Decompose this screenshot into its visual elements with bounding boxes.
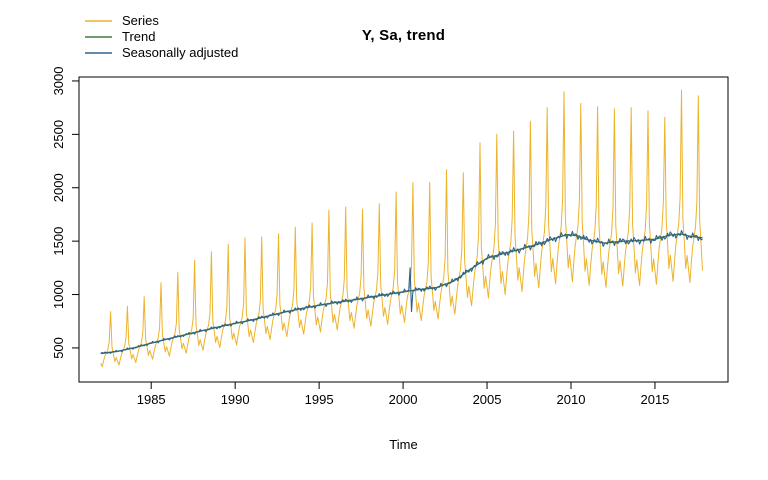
svg-text:2500: 2500 <box>51 120 66 149</box>
svg-text:1000: 1000 <box>51 280 66 309</box>
legend-line-swatches <box>85 20 112 54</box>
svg-text:2010: 2010 <box>557 392 586 407</box>
y-axis-ticks: 500 1000 1500 2000 2500 3000 <box>51 66 79 359</box>
legend-label-series: Series <box>122 13 159 28</box>
svg-text:1500: 1500 <box>51 227 66 256</box>
svg-text:2005: 2005 <box>473 392 502 407</box>
svg-text:1990: 1990 <box>221 392 250 407</box>
seasonally-adjusted-line <box>100 229 703 354</box>
legend-label-trend: Trend <box>122 29 156 44</box>
data-lines <box>100 89 703 368</box>
svg-text:3000: 3000 <box>51 66 66 95</box>
svg-text:2015: 2015 <box>640 392 669 407</box>
svg-text:2000: 2000 <box>51 173 66 202</box>
x-axis-title: Time <box>389 437 418 452</box>
svg-text:500: 500 <box>51 337 66 359</box>
chart-title: Y, Sa, trend <box>361 27 446 44</box>
svg-text:1985: 1985 <box>137 392 166 407</box>
svg-text:1995: 1995 <box>305 392 334 407</box>
trend-line <box>100 233 703 355</box>
series-line <box>100 89 703 368</box>
x-axis-ticks: 1985 1990 1995 2000 2005 2010 2015 <box>137 382 669 407</box>
svg-text:2000: 2000 <box>389 392 418 407</box>
legend-label-seasonally-adjusted: Seasonally adjusted <box>122 45 239 60</box>
